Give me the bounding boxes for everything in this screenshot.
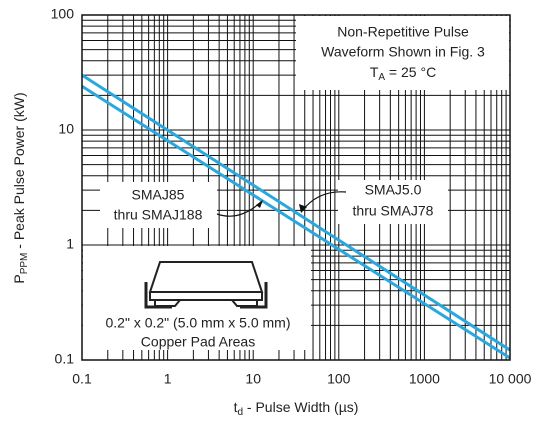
y-tick-label: 0.1 bbox=[55, 351, 75, 367]
series-line bbox=[81, 85, 511, 360]
x-axis-label: td - Pulse Width (µs) bbox=[234, 399, 359, 418]
lines bbox=[81, 73, 511, 360]
x-tick-label: 1 bbox=[164, 371, 172, 387]
label-box bbox=[338, 180, 448, 224]
y-tick-label: 1 bbox=[66, 236, 74, 252]
y-axis-label: PPPM - Peak Pulse Power (kW) bbox=[11, 92, 30, 283]
pad-text: 0.2" x 0.2" (5.0 mm x 5.0 mm) bbox=[106, 315, 291, 331]
series-line bbox=[81, 73, 511, 352]
package-icon bbox=[144, 261, 268, 309]
y-tick-label: 100 bbox=[51, 6, 75, 22]
x-tick-label: 10 000 bbox=[489, 371, 532, 387]
pad-text: Copper Pad Areas bbox=[141, 334, 255, 350]
series-label: thru SMAJ78 bbox=[353, 203, 434, 219]
conditions-box bbox=[296, 16, 509, 90]
series-label: thru SMAJ188 bbox=[114, 207, 203, 223]
plot-border bbox=[81, 14, 511, 361]
conditions-temp: TA = 25 °C bbox=[370, 64, 436, 83]
conditions-text: Non-Repetitive Pulse bbox=[337, 24, 469, 40]
x-tick-label: 100 bbox=[327, 371, 351, 387]
series-label: SMAJ5.0 bbox=[365, 182, 422, 198]
y-tick-label: 10 bbox=[58, 121, 74, 137]
conditions-text: Waveform Shown in Fig. 3 bbox=[321, 44, 485, 60]
x-tick-label: 1000 bbox=[409, 371, 440, 387]
x-tick-label: 10 bbox=[245, 371, 261, 387]
series-label: SMAJ85 bbox=[132, 187, 185, 203]
x-tick-label: 0.1 bbox=[72, 371, 92, 387]
label-box bbox=[100, 182, 217, 228]
arrowhead bbox=[256, 200, 263, 208]
arrowhead bbox=[299, 204, 307, 213]
